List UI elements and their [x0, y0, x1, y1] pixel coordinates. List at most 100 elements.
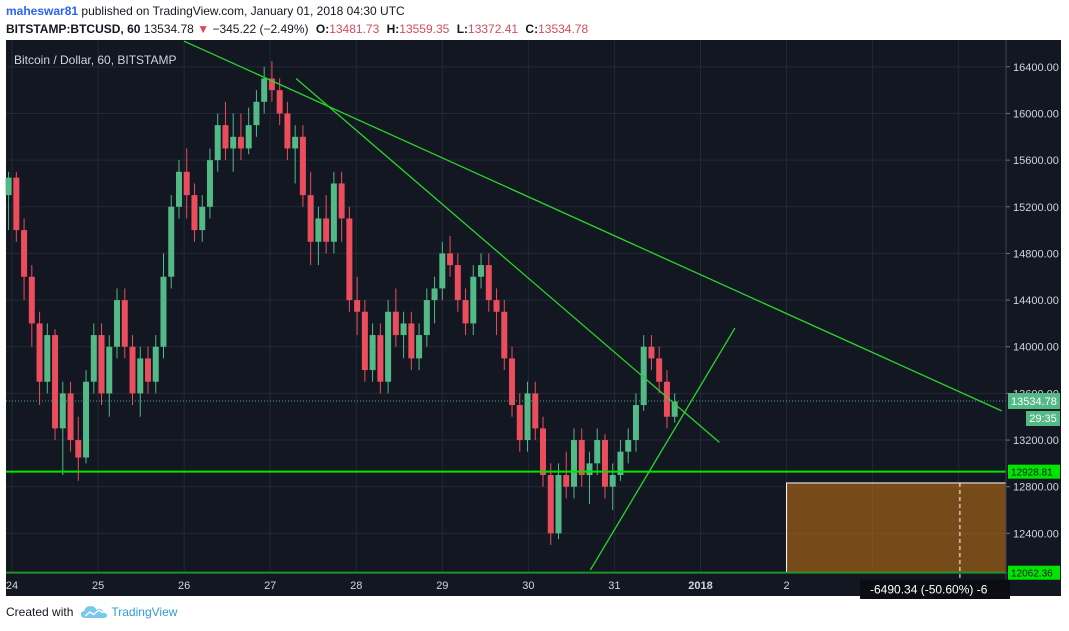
- trend-line: [183, 40, 1002, 412]
- open-value: 13481.73: [329, 22, 380, 36]
- candle-body: [617, 451, 624, 476]
- candle-body: [671, 401, 678, 417]
- low-value: 13372.41: [468, 22, 519, 36]
- support-badge-label: 12928.81: [1011, 468, 1053, 479]
- candle-body: [222, 125, 229, 149]
- candle-body: [106, 346, 113, 394]
- candle-body: [578, 440, 585, 476]
- candle-body: [516, 405, 523, 441]
- candle-body: [416, 335, 423, 359]
- measure-badge-label: -6490.34 (-50.60%) -6: [870, 583, 988, 597]
- candles: [5, 60, 678, 546]
- candle-body: [547, 475, 554, 534]
- x-tick-label: 31: [608, 580, 620, 592]
- candle-body: [5, 177, 12, 196]
- candle-body: [191, 195, 198, 231]
- y-tick-label: 16400.00: [1013, 62, 1059, 74]
- candle-body: [369, 335, 376, 371]
- high-value: 13559.35: [399, 22, 450, 36]
- candle-body: [299, 136, 306, 196]
- y-tick-label: 15600.00: [1013, 155, 1059, 167]
- last-price-badge: [1008, 392, 1060, 409]
- candle-body: [501, 311, 508, 359]
- price-axis[interactable]: 12400.0012800.0013200.0013600.0014000.00…: [1006, 62, 1059, 541]
- y-tick-label: 15200.00: [1013, 202, 1059, 214]
- candle-body: [21, 230, 28, 277]
- x-tick-label: 2018: [688, 580, 712, 592]
- y-tick-label: 12400.00: [1013, 528, 1059, 540]
- support-badge: [1008, 464, 1060, 479]
- high-label: H:: [386, 22, 400, 36]
- author-link[interactable]: maheswar81: [6, 4, 79, 18]
- low-label: L:: [456, 22, 469, 36]
- open-label: O:: [315, 22, 330, 36]
- candle-body: [129, 346, 136, 394]
- candle-body: [346, 218, 353, 301]
- candle-body: [648, 346, 655, 359]
- candle-body: [52, 335, 59, 429]
- candle-body: [524, 393, 531, 441]
- ohlc-line: BITSTAMP:BTCUSD, 60 13534.78 ▼ −345.22 (…: [6, 22, 588, 36]
- published-text: published on TradingView.com, January 01…: [81, 4, 405, 18]
- y-tick-label: 14400.00: [1013, 295, 1059, 307]
- candle-body: [431, 288, 438, 301]
- countdown-label: 29:35: [1029, 413, 1057, 425]
- candle-body: [237, 136, 244, 149]
- x-tick-label: 2: [783, 580, 789, 592]
- candle-body: [493, 300, 500, 312]
- candle-body: [121, 300, 128, 347]
- candle-body: [400, 323, 407, 336]
- candle-body: [632, 405, 639, 441]
- price-change: −345.22 (−2.49%): [212, 22, 309, 36]
- candle-body: [206, 160, 213, 207]
- x-tick-label: 30: [522, 580, 534, 592]
- measure-badge: [860, 579, 1010, 599]
- y-tick-label: 14800.00: [1013, 248, 1059, 260]
- symbol-label: BITSTAMP:BTCUSD, 60: [6, 22, 141, 36]
- candle-body: [268, 78, 275, 91]
- candle-body: [28, 276, 35, 324]
- candle-body: [470, 276, 477, 324]
- candle-body: [423, 300, 430, 336]
- candle-body: [90, 335, 97, 382]
- candle-body: [601, 440, 608, 487]
- trend-line: [295, 77, 720, 443]
- candle-body: [168, 206, 175, 277]
- candle-body: [462, 300, 469, 324]
- candle-body: [540, 428, 547, 476]
- candle-body: [377, 335, 384, 382]
- candle-body: [315, 218, 322, 242]
- candle-body: [532, 393, 539, 429]
- y-tick-label: 13200.00: [1013, 435, 1059, 447]
- y-tick-label: 14000.00: [1013, 342, 1059, 354]
- candle-body: [137, 358, 144, 394]
- candle-body: [478, 265, 485, 277]
- last-price: 13534.78: [143, 22, 194, 36]
- candle-body: [625, 440, 632, 452]
- candle-body: [292, 136, 299, 149]
- x-tick-label: 28: [350, 580, 362, 592]
- trend-line: [589, 327, 736, 571]
- candle-body: [609, 475, 616, 487]
- x-tick-label: 27: [264, 580, 276, 592]
- candle-body: [392, 311, 399, 336]
- candle-body: [509, 358, 516, 406]
- tradingview-link[interactable]: TradingView: [111, 605, 178, 619]
- candle-body: [276, 90, 283, 114]
- candle-body: [13, 177, 20, 231]
- candle-body: [307, 195, 314, 242]
- price-chart[interactable]: 12400.0012800.0013200.0013600.0014000.00…: [0, 40, 1069, 599]
- trend-lines[interactable]: [183, 40, 1002, 571]
- x-tick-label: 25: [92, 580, 104, 592]
- candle-body: [640, 346, 647, 406]
- measure-range-box: [786, 482, 1007, 574]
- candle-body: [261, 78, 268, 102]
- support-badge-label: 12062.36: [1011, 569, 1053, 580]
- candle-body: [98, 335, 105, 394]
- candle-body: [83, 381, 90, 458]
- candle-body: [354, 300, 361, 312]
- candle-body: [175, 171, 182, 207]
- candle-body: [586, 463, 593, 476]
- candle-body: [485, 265, 492, 301]
- last-price-badge-label: 13534.78: [1011, 396, 1057, 408]
